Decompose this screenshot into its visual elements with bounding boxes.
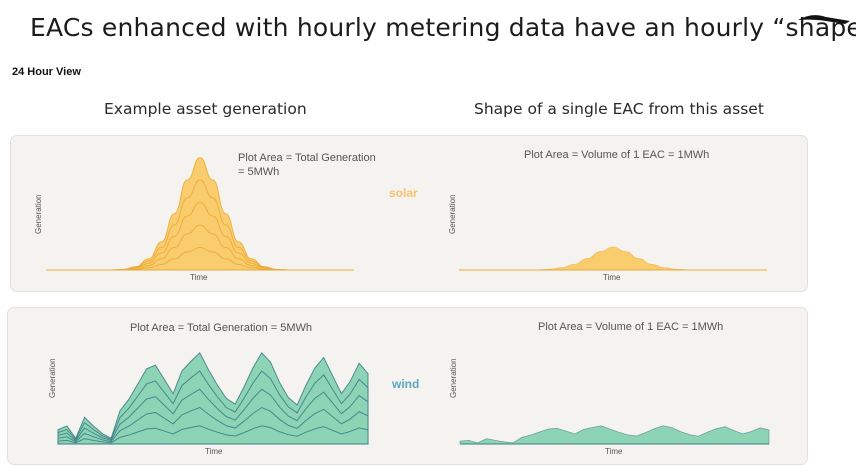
wind-left-xlabel: Time xyxy=(205,447,223,456)
logo-mark-icon xyxy=(798,15,850,24)
wind-label: wind xyxy=(391,377,419,391)
solar-left-annotation-1: Plot Area = Total Generation xyxy=(238,152,376,164)
page-title: EACs enhanced with hourly metering data … xyxy=(30,13,856,42)
subheading: 24 Hour View xyxy=(12,66,81,78)
wind-left-annotation: Plot Area = Total Generation = 5MWh xyxy=(130,322,312,334)
solar-left-ylabel: Generation xyxy=(34,194,43,234)
wind-total-layer-1 xyxy=(57,425,369,445)
solar-left-annotation-2: = 5MWh xyxy=(238,166,279,178)
wind-left-ylabel: Generation xyxy=(48,358,57,398)
left-column-title: Example asset generation xyxy=(104,100,307,118)
solar-left-xlabel: Time xyxy=(190,273,208,282)
wind-eac-layer-1 xyxy=(459,425,770,445)
solar-eac-layer-1 xyxy=(459,246,767,271)
wind-right-annotation: Plot Area = Volume of 1 EAC = 1MWh xyxy=(538,321,723,333)
right-column-title: Shape of a single EAC from this asset xyxy=(474,100,764,118)
solar-right-annotation: Plot Area = Volume of 1 EAC = 1MWh xyxy=(524,149,709,161)
solar-right-xlabel: Time xyxy=(603,273,621,282)
solar-total-layer-1 xyxy=(46,246,354,271)
wind-right-ylabel: Generation xyxy=(449,358,458,398)
solar-right-ylabel: Generation xyxy=(448,194,457,234)
solar-label: solar xyxy=(389,186,418,200)
wind-right-xlabel: Time xyxy=(605,447,623,456)
